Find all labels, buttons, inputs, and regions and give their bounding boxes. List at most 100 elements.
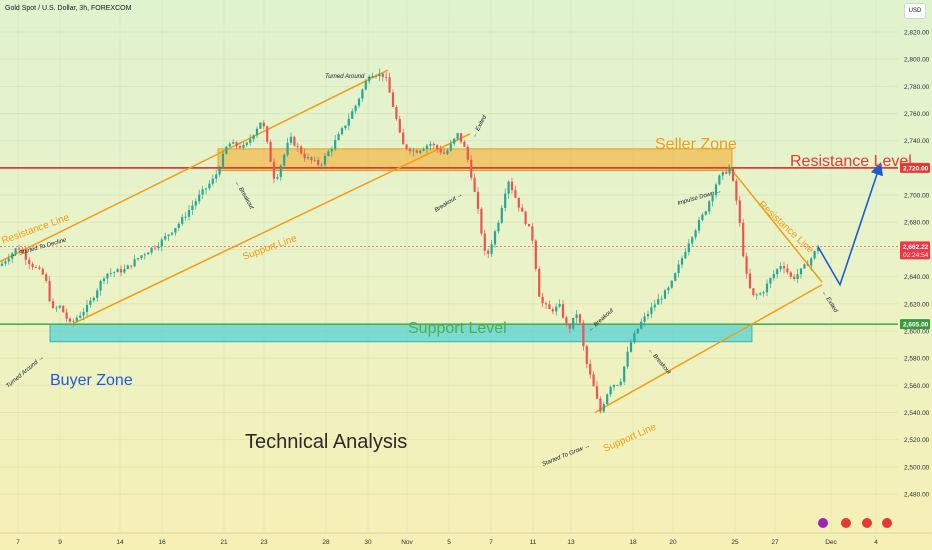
candle (85, 304, 89, 313)
candle (364, 81, 367, 90)
candle (626, 351, 629, 367)
candle (483, 233, 486, 251)
candle (531, 226, 534, 241)
candle (351, 111, 354, 119)
us-flag-icon[interactable] (862, 518, 872, 528)
candle (198, 194, 201, 202)
candle (147, 252, 150, 255)
currency-button[interactable]: USD (904, 3, 926, 19)
resistance-price-badge-bg (900, 162, 930, 173)
candle (317, 159, 320, 166)
current-price-badge-countdown: 02:24:54 (903, 252, 929, 259)
candle (89, 300, 92, 305)
symbol-title: Gold Spot / U.S. Dollar, 3h, FOREXCOM (5, 5, 132, 12)
annotation-impulse-down: Impulse Down → (677, 189, 723, 207)
wedge-support-line (594, 284, 823, 414)
channel-resistance-line (0, 69, 389, 263)
candle (238, 146, 242, 148)
candle (436, 145, 439, 149)
candle (272, 161, 276, 179)
candle (534, 240, 537, 269)
wedge-resistance-label: Resistance Line (756, 199, 816, 256)
candle (252, 135, 255, 140)
candle (650, 307, 653, 315)
candle (663, 290, 667, 299)
channel-support-label: Support Line (241, 233, 298, 263)
candle (340, 128, 344, 135)
x-tick-label: 4 (874, 539, 878, 546)
candle (82, 312, 85, 316)
candle (589, 363, 592, 375)
annotation-turned-around-left: Turned Around → (5, 355, 45, 390)
candle (718, 175, 721, 185)
candle (677, 264, 680, 274)
x-tick-label: 16 (158, 539, 166, 546)
candle (7, 258, 10, 262)
candle (544, 303, 548, 305)
candle (249, 139, 252, 143)
candle (167, 234, 170, 237)
candle (201, 189, 204, 195)
candle (466, 146, 469, 160)
candle (708, 201, 711, 212)
candle (405, 144, 408, 149)
annotation-started-to-grow: Started To Grow → (542, 443, 592, 468)
annotation-turned-around-top: Turned Around → (325, 74, 372, 80)
candle (425, 145, 429, 150)
candle (500, 207, 503, 223)
candle (609, 386, 612, 395)
candle (575, 314, 578, 318)
us-flag-icon[interactable] (882, 518, 892, 528)
candle (493, 231, 497, 245)
candle (667, 287, 670, 291)
x-tick-label: Nov (401, 539, 413, 546)
candle (106, 273, 109, 279)
x-tick-label: 7 (16, 539, 20, 546)
candle (177, 223, 180, 228)
candle (612, 385, 616, 387)
candle (660, 298, 663, 300)
candle (269, 141, 272, 162)
candle (687, 243, 690, 252)
candle (194, 201, 197, 206)
candle (378, 73, 381, 77)
candle (623, 366, 626, 382)
y-tick-label: 2,740.00 (904, 138, 930, 145)
candle (337, 134, 340, 141)
projection-arrow (817, 162, 884, 287)
candle (806, 264, 809, 266)
y-tick-label: 2,700.00 (904, 193, 930, 200)
annotation-exited-1: ← Exited (471, 114, 488, 139)
candle (521, 207, 524, 212)
candle (204, 188, 208, 190)
candle (276, 177, 279, 179)
candle (646, 314, 650, 317)
candle (680, 258, 684, 265)
seller-zone-label: Seller Zone (655, 136, 737, 153)
candle (728, 167, 731, 174)
lightning-event-icon[interactable] (818, 518, 828, 528)
y-tick-label: 2,520.00 (904, 437, 930, 444)
x-tick-label: 11 (530, 539, 537, 546)
candle (388, 77, 391, 93)
candle (721, 171, 724, 176)
candle (568, 324, 571, 329)
candle (48, 280, 51, 302)
seller-zone (217, 148, 733, 172)
candle (385, 76, 388, 78)
candle (221, 153, 225, 168)
candle (109, 272, 112, 274)
x-tick-label: 25 (731, 539, 739, 546)
candle (711, 194, 714, 202)
candle (395, 106, 398, 120)
candle (538, 268, 541, 297)
us-flag-icon[interactable] (841, 518, 851, 528)
candle (140, 255, 143, 259)
current-price-badge: 2,662.22 (903, 244, 929, 251)
candle (432, 143, 435, 146)
candle (510, 181, 514, 191)
candle (126, 265, 129, 270)
axis-layer: 2,820.00 2,800.00 2,780.00 2,760.00 2,740.00… (0, 30, 932, 546)
candle (38, 267, 41, 269)
